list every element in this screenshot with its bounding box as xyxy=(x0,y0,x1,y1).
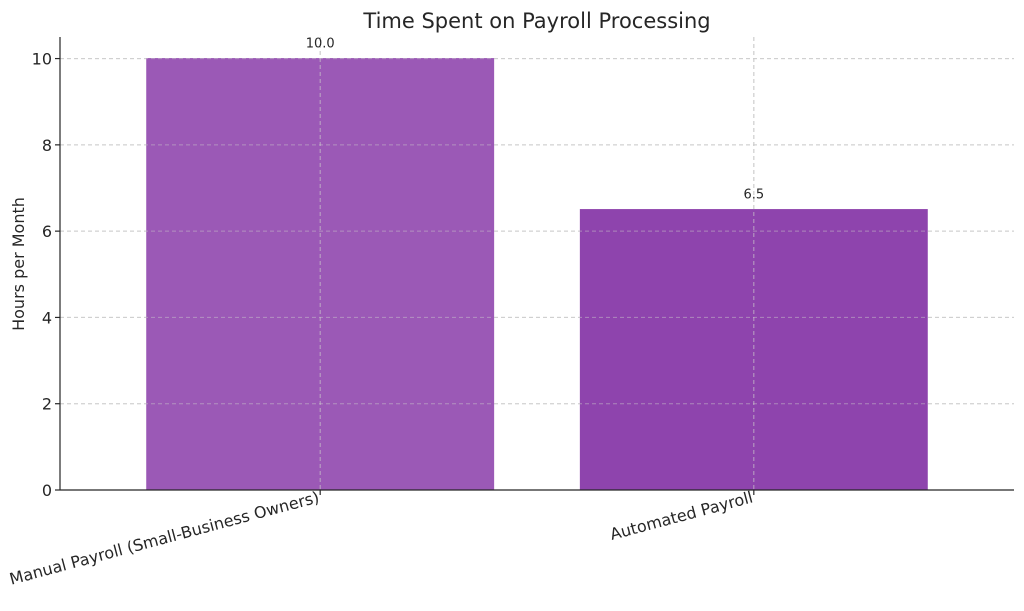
bar-layer xyxy=(60,37,1014,491)
y-tick-label: 0 xyxy=(42,481,52,500)
y-axis-label: Hours per Month xyxy=(9,197,28,331)
chart-title: Time Spent on Payroll Processing xyxy=(362,9,710,33)
y-tick-label: 10 xyxy=(32,50,52,69)
bar-data-label: 6.5 xyxy=(743,188,764,203)
bar-data-label: 10.0 xyxy=(306,37,335,52)
x-tick-label: Manual Payroll (Small-Business Owners) xyxy=(7,488,321,589)
y-tick-label: 6 xyxy=(42,222,52,241)
x-tick-label: Automated Payroll xyxy=(608,488,755,544)
y-tick-label: 8 xyxy=(42,136,52,155)
y-tick-label: 2 xyxy=(42,395,52,414)
axis-layer xyxy=(55,37,1014,495)
bar[interactable] xyxy=(579,209,928,491)
y-tick-label: 4 xyxy=(42,308,52,327)
